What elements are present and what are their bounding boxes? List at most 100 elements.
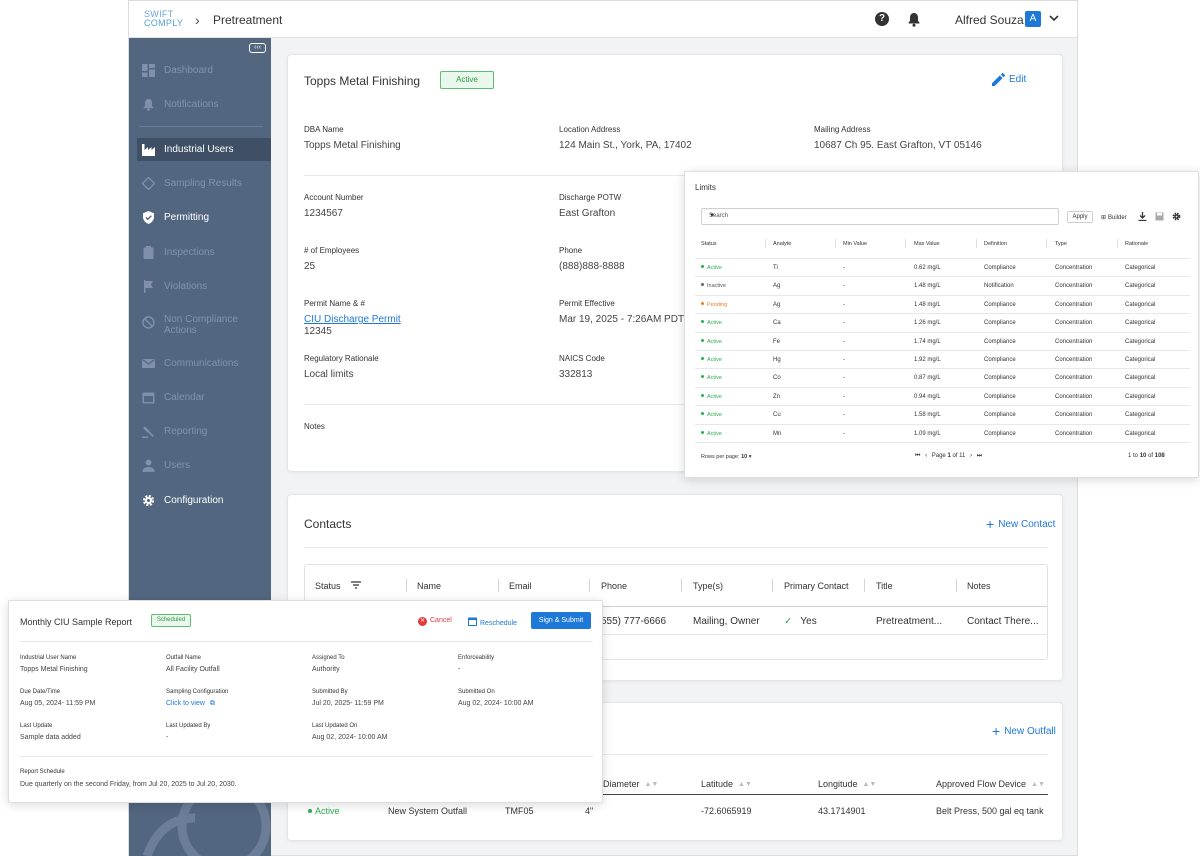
sidebar-item-violations[interactable]: Violations <box>137 275 271 298</box>
limit-cell-max: 0.87 mg/L <box>914 375 941 382</box>
header-label: Latitude <box>701 779 734 789</box>
column-separator[interactable] <box>1046 239 1047 248</box>
first-page-icon[interactable]: ⏮ <box>915 453 921 459</box>
rows-per-page[interactable]: Rows per page: 10 ▾ <box>701 454 751 460</box>
column-header-phone[interactable]: Phone <box>601 581 628 591</box>
sort-icon[interactable]: ▲▼ <box>862 781 877 788</box>
column-header-types[interactable]: Type(s) <box>693 581 724 591</box>
user-name[interactable]: Alfred Souza <box>955 13 1024 27</box>
sort-icon[interactable]: ▲▼ <box>644 781 659 788</box>
edit-button[interactable]: Edit <box>992 73 1026 86</box>
last-updated-on-label: Last Updated On <box>312 723 358 729</box>
logo[interactable]: SWIFT COMPLY <box>144 10 188 30</box>
reschedule-button[interactable]: Reschedule <box>468 617 517 627</box>
divider <box>304 175 1048 176</box>
column-separator[interactable] <box>976 239 977 248</box>
user-avatar[interactable]: A <box>1025 11 1041 27</box>
column-header-title[interactable]: Title <box>876 581 893 591</box>
permit-name[interactable]: CIU Discharge Permit <box>304 314 401 325</box>
limit-cell-max: 0.62 mg/L <box>914 265 941 271</box>
sidebar-item-calendar[interactable]: Calendar <box>137 386 271 409</box>
limits-header-definition[interactable]: Definition <box>984 241 1007 247</box>
sidebar-item-reporting[interactable]: Reporting <box>137 420 271 443</box>
prev-page-icon[interactable]: ‹ <box>925 453 928 459</box>
row-divider <box>695 386 1190 388</box>
builder-button[interactable]: ⊞ Builder <box>1101 214 1127 221</box>
next-page-icon[interactable]: › <box>970 453 973 459</box>
column-header-approved-flow-device[interactable]: Approved Flow Device ▲▼ <box>936 779 1045 789</box>
new-contact-button[interactable]: + New Contact <box>986 516 1055 532</box>
due-value: Aug 05, 2024- 11:59 PM <box>20 700 96 707</box>
limits-header-status[interactable]: Status <box>701 241 717 247</box>
config-link-label[interactable]: Click to view <box>166 700 205 707</box>
limit-cell-rationale: Categorical <box>1125 283 1156 290</box>
column-separator[interactable] <box>772 579 773 592</box>
sidebar-item-dashboard[interactable]: Dashboard <box>137 59 271 82</box>
sidebar-item-notifications[interactable]: Notifications <box>137 93 271 116</box>
permit-link[interactable]: CIU Discharge Permit <box>304 314 401 325</box>
column-header-name[interactable]: Name <box>417 581 442 591</box>
gear-icon[interactable] <box>1172 212 1181 221</box>
column-separator[interactable] <box>765 239 766 248</box>
employees-value: 25 <box>304 261 316 272</box>
sidebar-item-sampling-results[interactable]: Sampling Results <box>137 172 271 195</box>
limits-search-select[interactable]: Search ▼ <box>701 208 1059 225</box>
save-icon[interactable] <box>1155 212 1164 221</box>
column-separator[interactable] <box>956 579 957 592</box>
column-separator[interactable] <box>589 579 590 592</box>
limit-cell-type: Concentration <box>1055 265 1093 271</box>
column-header-latitude[interactable]: Latitude ▲▼ <box>701 779 752 789</box>
chevron-down-icon[interactable] <box>1049 14 1059 22</box>
row-divider <box>695 442 1190 443</box>
sidebar-item-inspections[interactable]: Inspections <box>137 241 271 264</box>
limit-cell-min: - <box>843 412 845 419</box>
column-header-notes[interactable]: Notes <box>967 581 991 591</box>
sidebar-item-non-compliance-actions[interactable]: Non Compliance Actions <box>137 311 271 339</box>
facility-name: Topps Metal Finishing <box>304 74 421 88</box>
sort-icon[interactable]: ▲▼ <box>738 781 752 788</box>
new-outfall-button[interactable]: + New Outfall <box>992 723 1056 739</box>
column-separator[interactable] <box>864 579 865 592</box>
sidebar-item-users[interactable]: Users <box>137 454 271 477</box>
column-separator[interactable] <box>835 239 836 248</box>
limit-cell-rationale: Categorical <box>1125 265 1156 271</box>
column-header-primary-contact[interactable]: Primary Contact <box>784 581 849 591</box>
column-separator[interactable] <box>1117 239 1118 248</box>
sort-icon[interactable]: ▲▼ <box>1031 781 1045 788</box>
external-link-icon[interactable]: ⧉ <box>209 700 215 707</box>
notification-bell-icon[interactable] <box>907 12 921 27</box>
apply-button[interactable]: Apply <box>1067 211 1093 223</box>
limits-header-type[interactable]: Type <box>1055 241 1067 247</box>
sidebar-item-configuration[interactable]: Configuration <box>137 489 271 512</box>
limits-header-rationale[interactable]: Rationale <box>1125 241 1149 247</box>
sidebar-item-industrial-users[interactable]: Industrial Users <box>137 138 271 161</box>
column-header-status[interactable]: Status <box>315 581 361 591</box>
sidebar-item-communications[interactable]: Communications <box>137 352 271 375</box>
status-label: Active <box>707 393 722 400</box>
last-page-icon[interactable]: ⏭ <box>976 453 983 459</box>
sign-submit-button[interactable]: Sign & Submit <box>531 612 591 629</box>
limits-header-analyte[interactable]: Analyte <box>773 241 792 247</box>
breadcrumb[interactable]: Pretreatment <box>213 13 283 27</box>
config-link[interactable]: Click to view ⧉ <box>166 700 215 708</box>
column-header-diameter[interactable]: Diameter ▲▼ <box>603 779 658 789</box>
column-separator[interactable] <box>406 579 407 592</box>
filter-icon[interactable] <box>350 581 361 589</box>
download-icon[interactable] <box>1138 212 1147 221</box>
limit-cell-max: 1.92 mg/L <box>914 357 941 363</box>
column-separator[interactable] <box>681 579 682 592</box>
limits-header-max[interactable]: Max Value <box>914 241 940 247</box>
range-of: of <box>1148 453 1154 459</box>
collapse-sidebar-button[interactable]: ‹‹‹ <box>249 43 266 53</box>
help-icon[interactable]: ? <box>875 12 889 26</box>
regulatory-rationale-value: Local limits <box>304 369 354 380</box>
column-separator[interactable] <box>905 239 906 248</box>
cancel-button[interactable]: ✕ Cancel <box>418 617 452 626</box>
limit-cell-rationale: Categorical <box>1125 375 1156 382</box>
column-header-email[interactable]: Email <box>509 581 532 591</box>
column-header-longitude[interactable]: Longitude ▲▼ <box>818 779 876 789</box>
limits-header-min[interactable]: Min Value <box>843 241 868 247</box>
limit-cell-status: Active <box>701 357 722 363</box>
column-separator[interactable] <box>498 579 499 592</box>
sidebar-item-permitting[interactable]: Permitting <box>137 206 271 229</box>
